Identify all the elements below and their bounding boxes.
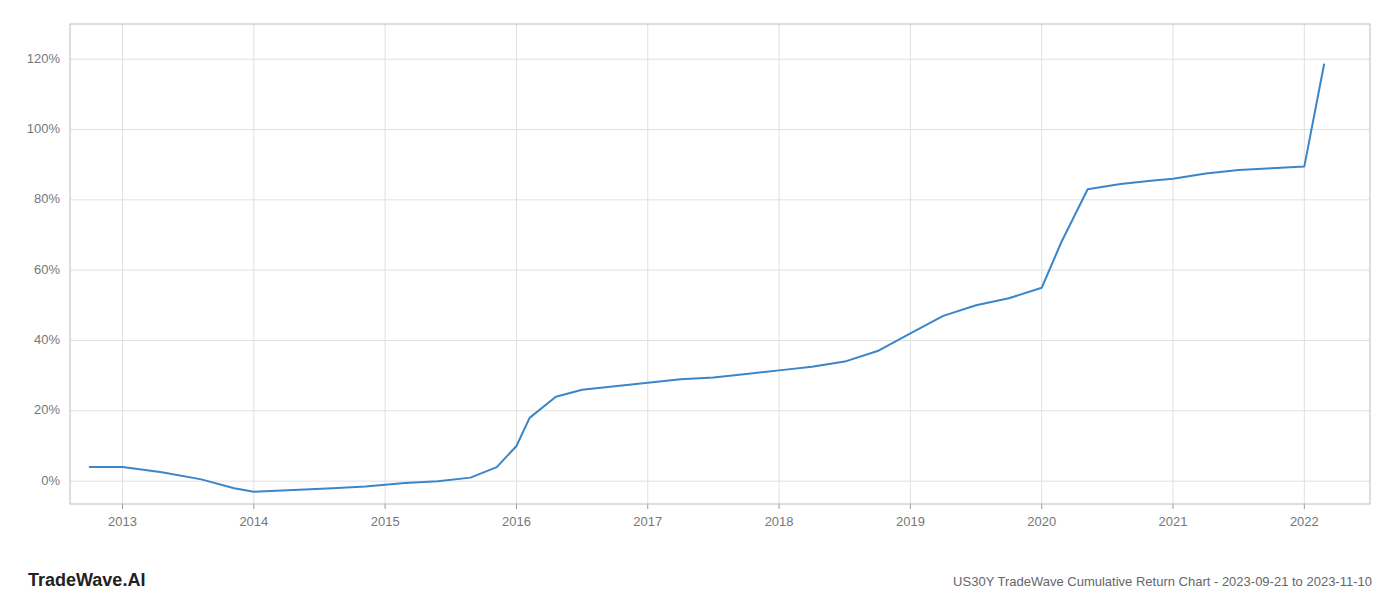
- x-tick-label: 2022: [1290, 514, 1319, 529]
- title: US30Y TradeWave Cumulative Return Chart …: [953, 574, 1372, 589]
- page: {"chart_data": { "type": "line", "title"…: [0, 0, 1400, 600]
- chart-svg: 0% 20% 40% 60% 80% 100% 120% 2013 2014 2015 2016 20…: [0, 0, 1400, 600]
- y-grid-line: [70, 410, 1370, 411]
- y-tick-label: 20%: [34, 402, 60, 417]
- x-tick-mark: [1304, 504, 1305, 509]
- x-tick-mark: [1173, 504, 1174, 509]
- x-grid-line: [385, 24, 386, 504]
- x-grid-line: [516, 24, 517, 504]
- data-line: [90, 64, 1324, 491]
- x-tick-label: 2021: [1159, 514, 1188, 529]
- x-tick-label: 2013: [108, 514, 137, 529]
- x-tick-mark: [1041, 504, 1042, 509]
- y-grid-line: [70, 481, 1370, 482]
- x-grid-line: [1304, 24, 1305, 504]
- x-grid-line: [647, 24, 648, 504]
- x-grid-line: [1173, 24, 1174, 504]
- y-tick-label: 40%: [34, 332, 60, 347]
- y-tick-label: 0%: [41, 473, 60, 488]
- plot-frame: [70, 24, 1370, 504]
- watermark: TradeWave.AI: [28, 570, 145, 590]
- y-tick-label: 80%: [34, 191, 60, 206]
- grid: [70, 24, 1370, 504]
- y-grid-line: [70, 129, 1370, 130]
- x-tick-mark: [647, 504, 648, 509]
- x-tick-label: 2017: [633, 514, 662, 529]
- x-tick-mark: [122, 504, 123, 509]
- y-tick-label: 60%: [34, 262, 60, 277]
- x-tick-label: 2018: [765, 514, 794, 529]
- y-grid-line: [70, 59, 1370, 60]
- x-tick-label: 2019: [896, 514, 925, 529]
- y-grid-line: [70, 270, 1370, 271]
- x-tick-label: 2015: [371, 514, 400, 529]
- y-tick-label: 100%: [27, 121, 61, 136]
- x-tick-mark: [779, 504, 780, 509]
- y-grid-line: [70, 199, 1370, 200]
- x-tick-label: 2020: [1027, 514, 1056, 529]
- chart-container: 0% 20% 40% 60% 80% 100% 120% 2013 2014 2015 2016 20…: [0, 0, 1400, 600]
- line-group: [90, 64, 1324, 491]
- x-grid-line: [253, 24, 254, 504]
- x-tick-mark: [516, 504, 517, 509]
- x-tick-mark: [253, 504, 254, 509]
- x-grid-line: [779, 24, 780, 504]
- x-tick-mark: [910, 504, 911, 509]
- x-tick-label: 2016: [502, 514, 531, 529]
- x-grid-line: [122, 24, 123, 504]
- y-tick-label: 120%: [27, 51, 61, 66]
- background: [0, 0, 1400, 600]
- texts: TradeWave.AI US30Y TradeWave Cumulative R…: [28, 570, 1372, 590]
- x-grid-line: [1041, 24, 1042, 504]
- y-grid-line: [70, 340, 1370, 341]
- x-tick-mark: [385, 504, 386, 509]
- x-grid-line: [910, 24, 911, 504]
- axes: 0% 20% 40% 60% 80% 100% 120% 2013 2014 2015 2016 20…: [27, 24, 1370, 529]
- x-tick-label: 2014: [239, 514, 268, 529]
